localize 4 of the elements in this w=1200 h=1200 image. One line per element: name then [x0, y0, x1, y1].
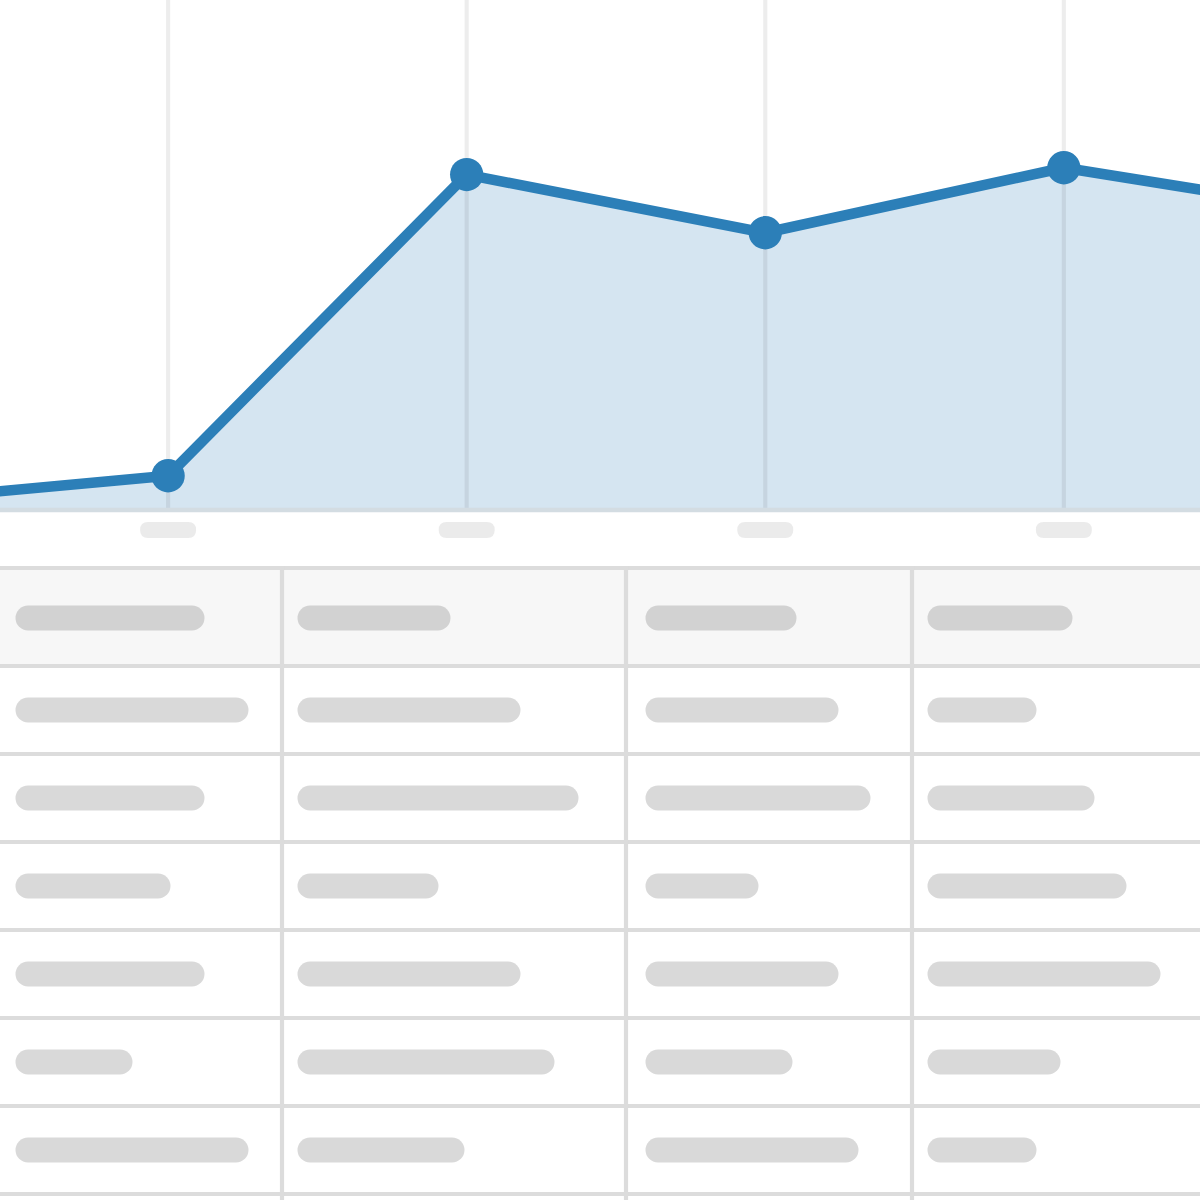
point	[1047, 151, 1081, 185]
point	[748, 216, 782, 250]
point	[151, 459, 185, 493]
point	[450, 157, 484, 192]
